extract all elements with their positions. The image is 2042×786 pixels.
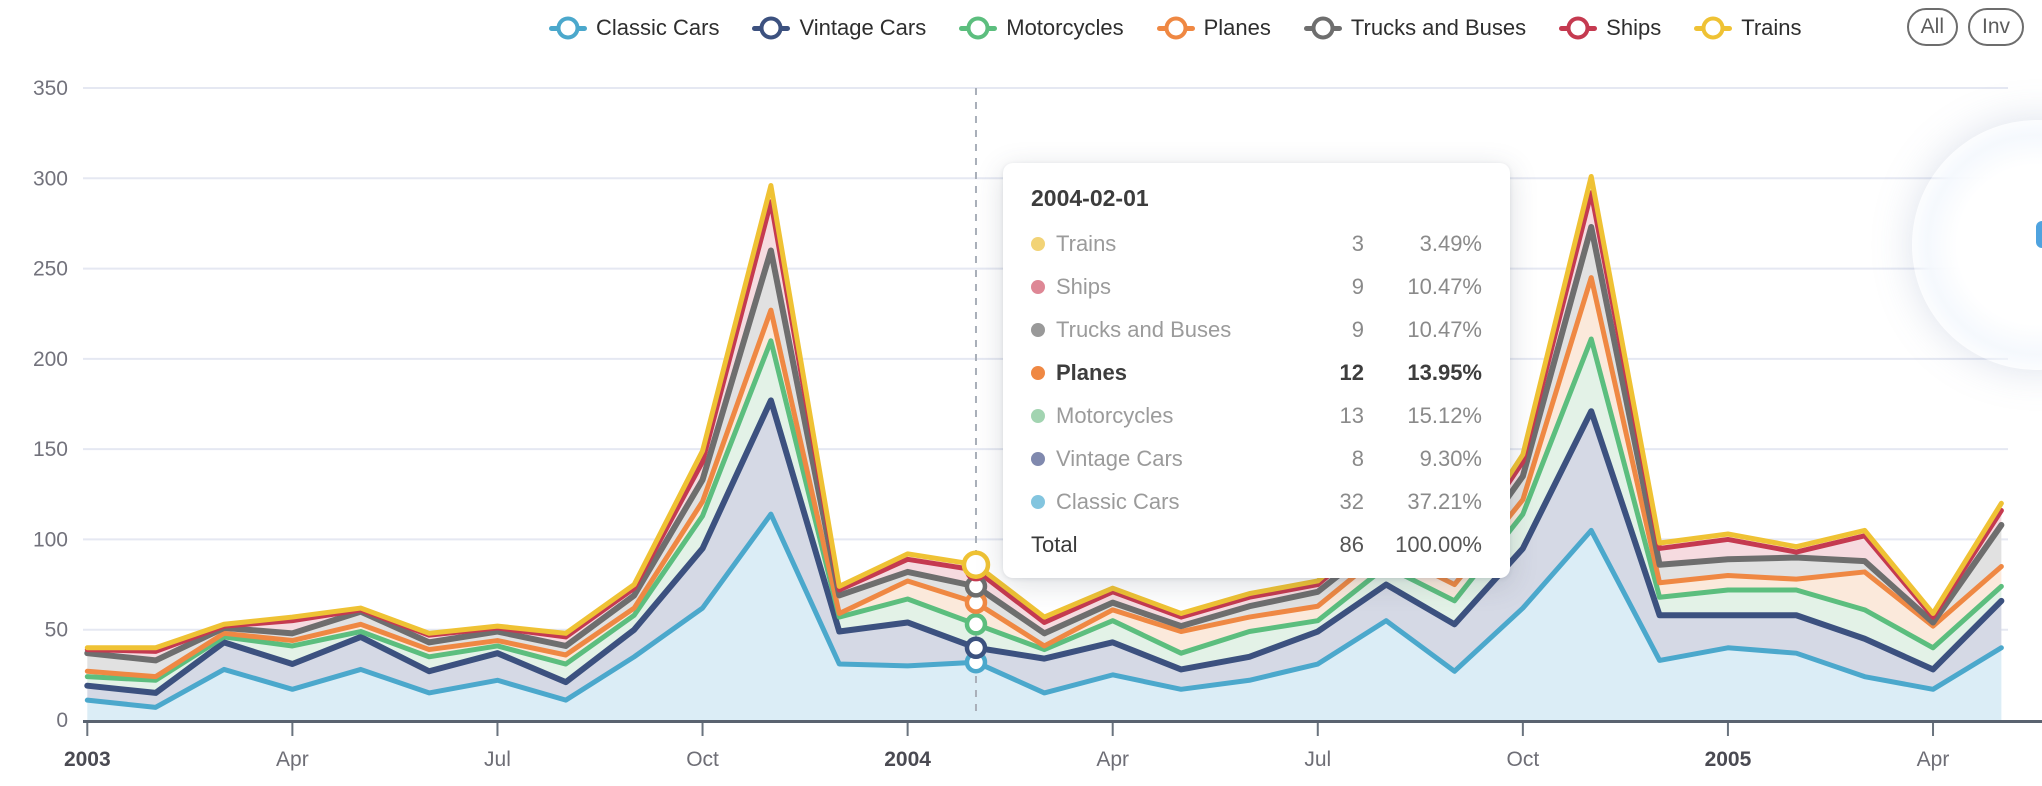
y-axis-label-300: 300	[33, 167, 68, 190]
edge-handle-button[interactable]	[2036, 221, 2042, 248]
series-dot-icon	[1031, 494, 1045, 509]
legend-item-ships[interactable]: Ships	[1559, 15, 1661, 41]
tooltip-row-planes: Planes 12 13.95%	[1031, 351, 1482, 394]
y-axis-label-250: 250	[33, 258, 68, 281]
series-dot-icon	[1031, 236, 1045, 251]
hover-marker-motorcycles	[964, 613, 988, 636]
series-line-motorcycles	[84, 336, 2004, 683]
tooltip-total-label: Total	[1031, 531, 1078, 557]
y-axis-label-50: 50	[45, 619, 68, 642]
legend-all-button[interactable]: All	[1906, 8, 1958, 46]
legend-item-planes[interactable]: Planes	[1156, 15, 1271, 41]
tooltip-date-title: 2004-02-01	[1031, 185, 1149, 211]
series-area-classic-cars	[87, 514, 2002, 720]
legend-label: Trains	[1741, 15, 1802, 40]
legend-marker-icon	[959, 16, 998, 40]
tooltip-row-trains: Trains 3 3.49%	[1031, 222, 1482, 265]
series-line-vintage-cars	[84, 397, 2005, 696]
legend-label: Planes	[1203, 15, 1271, 40]
x-axis-label-apr: Apr	[1096, 748, 1129, 771]
series-dot-icon	[1031, 322, 1045, 337]
tooltip-series-value: 12	[1339, 359, 1364, 385]
series-line-planes	[84, 275, 2004, 680]
tooltip-series-percent: 3.49%	[1419, 230, 1482, 256]
tooltip-row-vintage-cars: Vintage Cars 8 9.30%	[1031, 437, 1482, 480]
tooltip-row-classic-cars: Classic Cars 32 37.21%	[1031, 480, 1482, 523]
series-dot-icon	[1031, 408, 1045, 423]
tooltip-series-percent: 13.95%	[1407, 359, 1482, 385]
legend-item-motorcycles[interactable]: Motorcycles	[959, 15, 1124, 41]
tooltip-series-value: 32	[1339, 488, 1364, 514]
legend-label: Motorcycles	[1006, 15, 1124, 40]
tooltip-total-percent: 100.00%	[1395, 531, 1482, 557]
x-axis-label-2005: 2005	[1705, 748, 1752, 771]
legend-inv-button[interactable]: Inv	[1967, 8, 2024, 46]
legend-item-classic-cars[interactable]: Classic Cars	[549, 15, 719, 41]
y-axis-label-150: 150	[33, 438, 68, 461]
tooltip-series-percent: 37.21%	[1407, 488, 1482, 514]
tooltip-series-value: 8	[1351, 445, 1364, 471]
tooltip-series-name: Trucks and Buses	[1056, 316, 1232, 342]
tooltip-series-percent: 9.30%	[1419, 445, 1482, 471]
x-axis-label-jul: Jul	[484, 748, 511, 771]
tooltip-row-trucks-and-buses: Trucks and Buses 9 10.47%	[1031, 308, 1482, 351]
tooltip-rows: Trains 3 3.49% Ships 9 10.47% Trucks and Buses…	[1031, 222, 1482, 566]
chart-legend: Classic Cars Vintage Cars Motorcycles Plane…	[549, 8, 1802, 48]
tooltip-series-percent: 10.47%	[1407, 273, 1482, 299]
series-line-classic-cars	[84, 511, 2004, 710]
series-line-trucks-and-buses	[84, 224, 2005, 664]
x-axis-label-apr: Apr	[276, 748, 309, 771]
y-axis-label-100: 100	[33, 528, 68, 551]
hover-marker-vintage-cars	[964, 636, 988, 660]
legend-label: Classic Cars	[596, 15, 720, 40]
tooltip-series-percent: 15.12%	[1407, 402, 1482, 428]
x-axis-label-2004: 2004	[884, 748, 931, 771]
legend-item-trucks-and-buses[interactable]: Trucks and Buses	[1303, 15, 1527, 41]
series-dot-icon	[1031, 451, 1045, 466]
legend-marker-icon	[1303, 16, 1342, 40]
y-axis-label-200: 200	[33, 348, 68, 371]
x-axis-label-jul: Jul	[1304, 748, 1331, 771]
x-axis-label-oct: Oct	[1507, 748, 1540, 771]
legend-label: Vintage Cars	[799, 15, 927, 40]
legend-marker-icon	[1694, 16, 1733, 40]
tooltip-series-value: 9	[1351, 316, 1364, 342]
legend-label: Ships	[1606, 15, 1662, 40]
tooltip-series-value: 13	[1339, 402, 1364, 428]
tooltip-series-name: Trains	[1056, 230, 1117, 256]
series-dot-icon	[1031, 279, 1045, 294]
legend-item-trains[interactable]: Trains	[1694, 15, 1802, 41]
tooltip-series-name: Ships	[1056, 273, 1112, 299]
tooltip-row-motorcycles: Motorcycles 13 15.12%	[1031, 394, 1482, 437]
x-axis-label-2003: 2003	[64, 748, 111, 771]
chart-tooltip: 2004-02-01 Trains 3 3.49% Ships 9 10.47% Truck…	[1003, 163, 1510, 578]
y-axis-label-0: 0	[56, 709, 68, 732]
tooltip-series-name: Classic Cars	[1056, 488, 1180, 514]
y-axis-label-350: 350	[33, 77, 68, 100]
legend-marker-icon	[1559, 16, 1598, 40]
tooltip-series-percent: 10.47%	[1407, 316, 1482, 342]
tooltip-total-row: Total 86 100.00%	[1031, 523, 1482, 566]
legend-marker-icon	[1156, 16, 1195, 40]
legend-item-vintage-cars[interactable]: Vintage Cars	[752, 15, 926, 41]
legend-buttons: All Inv	[1906, 8, 2024, 46]
series-line-trains	[84, 173, 2004, 651]
tooltip-series-value: 3	[1351, 230, 1364, 256]
x-axis-label-oct: Oct	[686, 748, 719, 771]
hover-marker-trains	[961, 550, 991, 579]
tooltip-total-value: 86	[1339, 531, 1364, 557]
tooltip-series-name: Motorcycles	[1056, 402, 1174, 428]
tooltip-series-name: Vintage Cars	[1056, 445, 1183, 471]
legend-marker-icon	[752, 16, 791, 40]
tooltip-series-value: 9	[1351, 273, 1364, 299]
tooltip-series-name: Planes	[1056, 359, 1127, 385]
series-area-vintage-cars	[87, 400, 2002, 708]
tooltip-row-ships: Ships 9 10.47%	[1031, 265, 1482, 308]
x-axis-label-apr: Apr	[1917, 748, 1950, 771]
series-dot-icon	[1031, 365, 1045, 380]
legend-marker-icon	[549, 16, 587, 40]
legend-label: Trucks and Buses	[1350, 15, 1527, 40]
